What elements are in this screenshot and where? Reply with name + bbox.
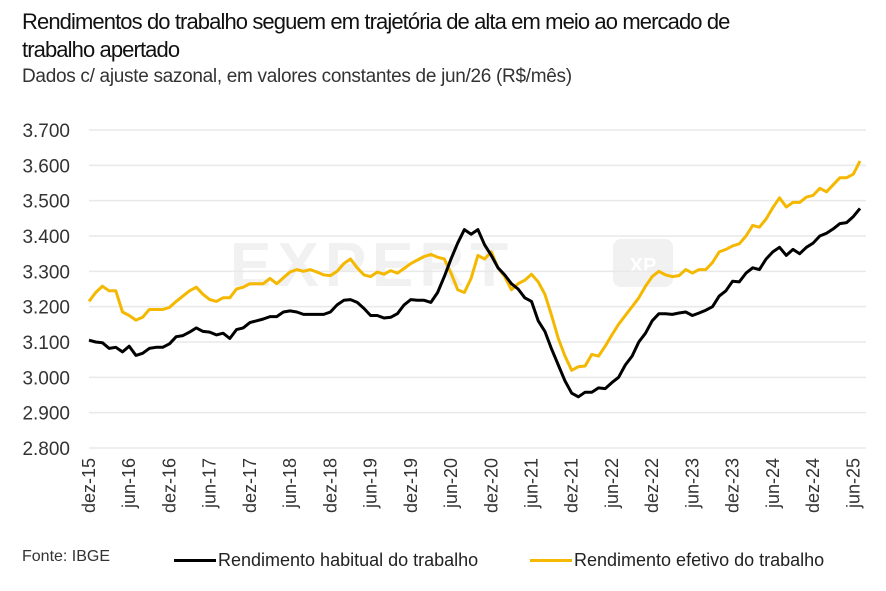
y-tick-label: 3.600 [22,156,70,177]
y-tick-label: 3.000 [22,368,70,389]
x-axis-ticks: dez-15 jun-16 dez-16 jun-17 dez-17 jun-18 dez-… [79,458,863,513]
series-lines [87,160,862,399]
x-tick-label: dez-18 [320,458,340,513]
legend-item-habitual: Rendimento habitual do trabalho [174,550,478,571]
x-tick-label: jun-17 [200,458,220,509]
legend-swatch-efetivo [530,559,572,562]
x-tick-label: dez-20 [481,458,501,513]
x-tick-label: jun-24 [763,458,783,509]
legend-item-efetivo: Rendimento efetivo do trabalho [530,550,824,571]
y-tick-label: 3.100 [22,333,70,354]
x-tick-label: jun-19 [361,458,381,509]
x-tick-label: dez-17 [240,458,260,513]
y-tick-label: 3.300 [22,262,70,283]
y-tick-label: 3.700 [22,121,70,142]
y-tick-label: 3.500 [22,192,70,213]
series-line-efetivo [87,160,862,372]
y-axis-ticks: 2.800 2.900 3.000 3.100 3.200 3.300 3.400 3.500… [22,121,70,460]
x-tick-label: dez-23 [723,458,743,513]
x-tick-label: jun-20 [441,458,461,509]
legend-label-habitual: Rendimento habitual do trabalho [218,550,479,570]
source-note: Fonte: IBGE [22,548,111,565]
chart-title: Rendimentos do trabalho seguem em trajet… [22,9,730,62]
watermark-badge-text: XP [630,255,657,277]
y-tick-label: 3.200 [22,298,70,319]
series-line-habitual [88,207,862,399]
legend-swatch-habitual [174,559,216,562]
legend-label-efetivo: Rendimento efetivo do trabalho [574,550,825,570]
x-tick-label: jun-22 [602,458,622,509]
x-tick-label: dez-16 [159,458,179,513]
y-tick-label: 2.900 [22,404,70,425]
y-tick-label: 2.800 [22,439,70,460]
x-tick-label: dez-22 [642,458,662,513]
watermark: EXPERT XP [230,231,673,300]
x-tick-label: dez-15 [79,458,99,513]
gridlines [89,129,866,449]
x-tick-label: jun-23 [682,458,702,509]
x-tick-label: dez-24 [803,458,823,513]
x-tick-label: jun-21 [521,458,541,509]
x-tick-label: jun-18 [280,458,300,509]
x-tick-label: dez-19 [401,458,421,513]
watermark-badge [613,239,673,287]
x-tick-label: jun-16 [119,458,139,509]
x-tick-label: jun-25 [843,458,863,509]
watermark-text: EXPERT [230,231,514,300]
y-tick-label: 3.400 [22,227,70,248]
x-tick-label: dez-21 [562,458,582,513]
chart-subtitle: Dados c/ ajuste sazonal, em valores cons… [22,66,572,87]
